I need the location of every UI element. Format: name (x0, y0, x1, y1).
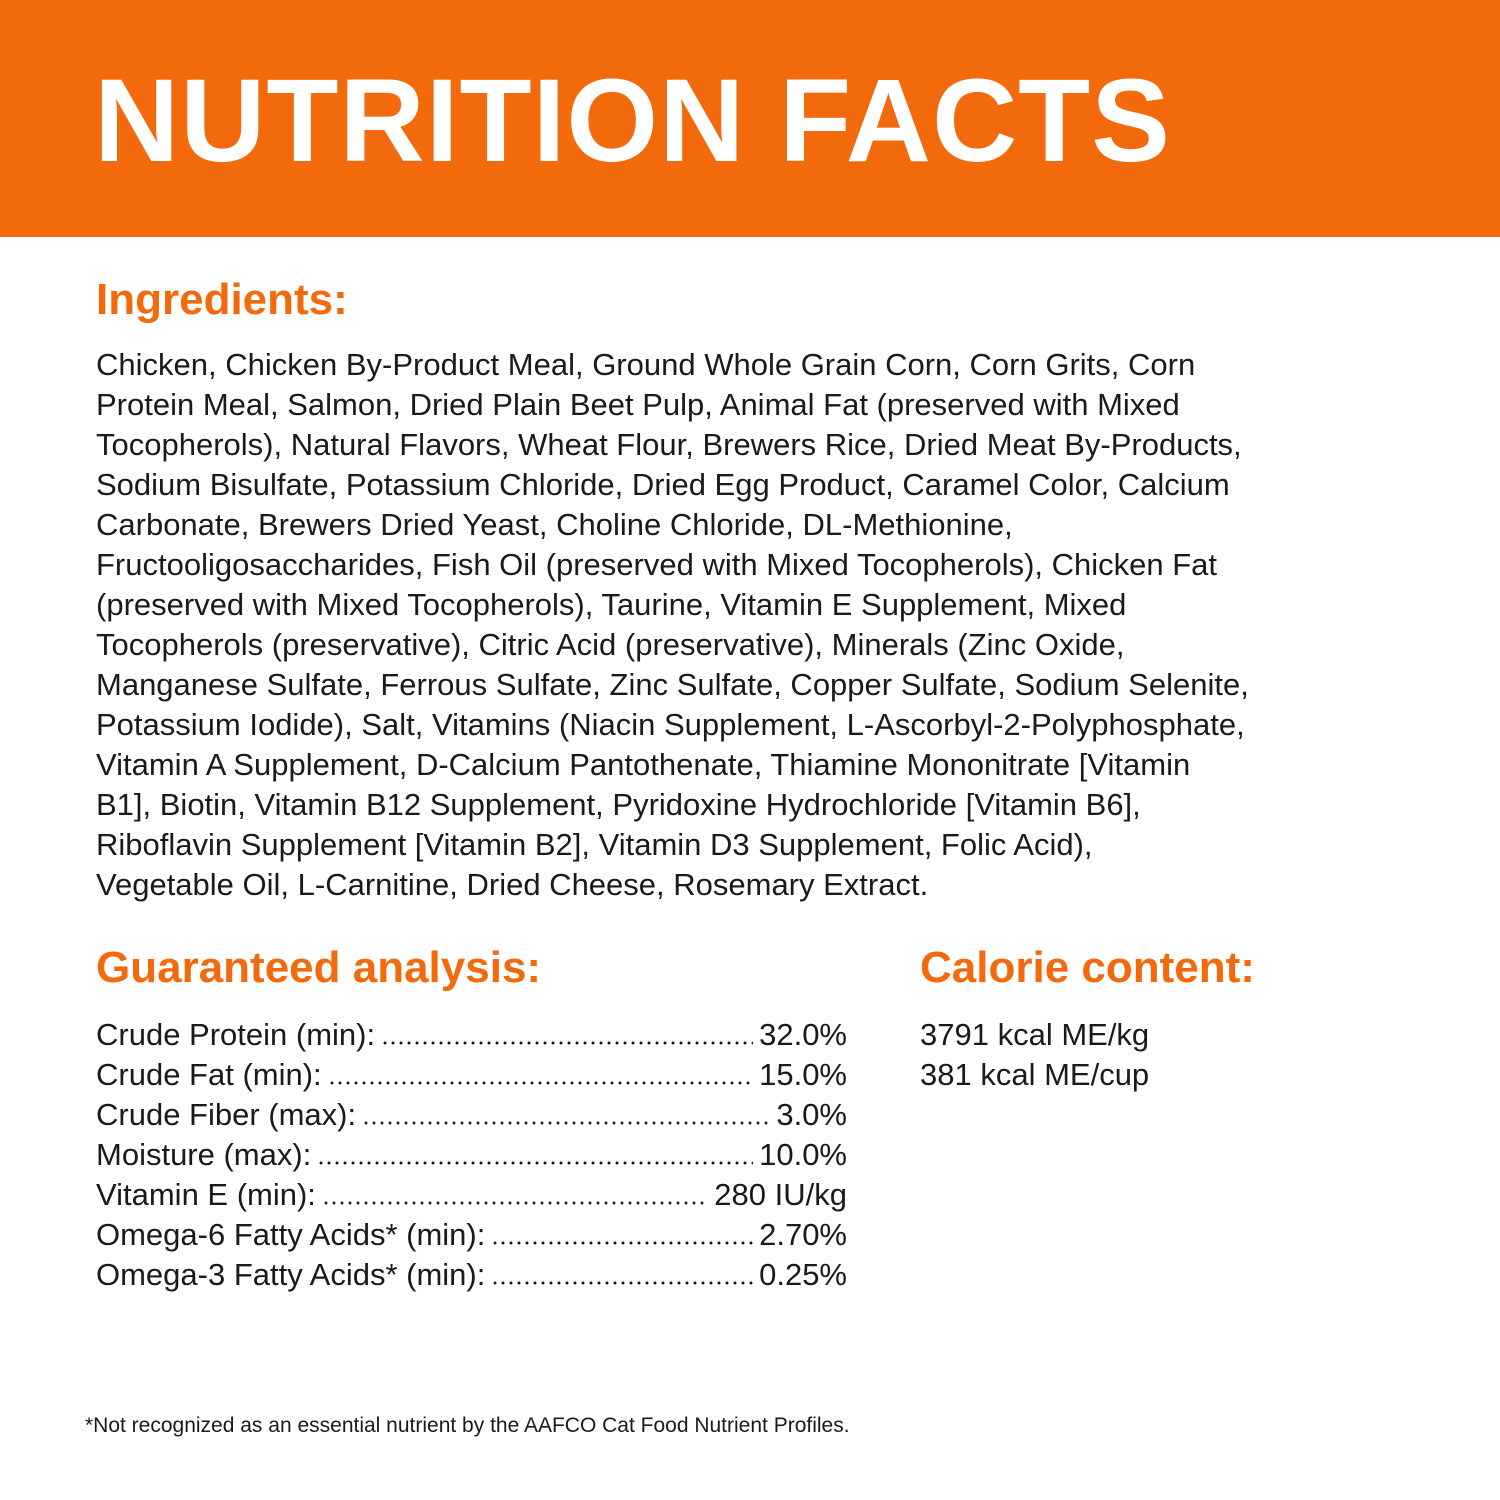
nutrient-value: 32.0% (759, 1017, 847, 1052)
analysis-row: Crude Fiber (max): 3.0% (96, 1095, 847, 1135)
nutrient-value: 2.70% (759, 1217, 847, 1252)
dot-leader (491, 1241, 754, 1245)
ingredients-line: Manganese Sulfate, Ferrous Sulfate, Zinc… (96, 667, 1249, 702)
analysis-row: Omega-3 Fatty Acids* (min): 0.25% (96, 1255, 847, 1295)
nutrient-label: Crude Fat (min): (96, 1057, 322, 1092)
nutrient-label: Vitamin E (min): (96, 1177, 316, 1212)
ingredients-line: B1], Biotin, Vitamin B12 Supplement, Pyr… (96, 787, 1141, 822)
ingredients-line: Chicken, Chicken By-Product Meal, Ground… (96, 347, 1196, 382)
analysis-table: Crude Protein (min): 32.0% Crude Fat (min)… (96, 1015, 847, 1295)
nutrient-label: Omega-3 Fatty Acids* (min): (96, 1257, 486, 1292)
analysis-heading: Guaranteed analysis: (96, 943, 542, 992)
nutrient-label: Crude Fiber (max): (96, 1097, 357, 1132)
ingredients-line: Tocopherols (preservative), Citric Acid … (96, 627, 1125, 662)
ingredients-line: Carbonate, Brewers Dried Yeast, Choline … (96, 507, 1013, 542)
dot-leader (491, 1281, 754, 1285)
nutrient-value: 280 IU/kg (714, 1177, 847, 1212)
nutrient-value: 3.0% (776, 1097, 847, 1132)
dot-leader (317, 1161, 754, 1165)
analysis-row: Crude Fat (min): 15.0% (96, 1055, 847, 1095)
ingredients-text: Chicken, Chicken By-Product Meal, Ground… (96, 345, 1249, 905)
nutrient-label: Omega-6 Fatty Acids* (min): (96, 1217, 486, 1252)
nutrient-value: 10.0% (759, 1137, 847, 1172)
nutrient-value: 0.25% (759, 1257, 847, 1292)
footnote: *Not recognized as an essential nutrient… (85, 1414, 850, 1437)
ingredients-line: Tocopherols), Natural Flavors, Wheat Flo… (96, 427, 1242, 462)
analysis-row: Omega-6 Fatty Acids* (min): 2.70% (96, 1215, 847, 1255)
dot-leader (362, 1121, 771, 1125)
ingredients-line: Fructooligosaccharides, Fish Oil (preser… (96, 547, 1218, 582)
dot-leader (327, 1081, 754, 1085)
analysis-row: Moisture (max): 10.0% (96, 1135, 847, 1175)
title: NUTRITION FACTS (94, 55, 1171, 187)
ingredients-line: Vegetable Oil, L-Carnitine, Dried Cheese… (96, 867, 929, 902)
ingredients-line: (preserved with Mixed Tocopherols), Taur… (96, 587, 1127, 622)
nutrient-value: 15.0% (759, 1057, 847, 1092)
ingredients-line: Potassium Iodide), Salt, Vitamins (Niaci… (96, 707, 1245, 742)
header-bar: NUTRITION FACTS (0, 0, 1500, 237)
dot-leader (321, 1201, 709, 1205)
calorie-line: 381 kcal ME/cup (920, 1057, 1150, 1092)
analysis-row: Vitamin E (min): 280 IU/kg (96, 1175, 847, 1215)
dot-leader (381, 1041, 754, 1045)
ingredients-line: Protein Meal, Salmon, Dried Plain Beet P… (96, 387, 1180, 422)
analysis-row: Crude Protein (min): 32.0% (96, 1015, 847, 1055)
ingredients-line: Vitamin A Supplement, D-Calcium Pantothe… (96, 747, 1191, 782)
nutrient-label: Crude Protein (min): (96, 1017, 376, 1052)
ingredients-line: Riboflavin Supplement [Vitamin B2], Vita… (96, 827, 1093, 862)
ingredients-line: Sodium Bisulfate, Potassium Chloride, Dr… (96, 467, 1230, 502)
calorie-line: 3791 kcal ME/kg (920, 1017, 1150, 1052)
ingredients-heading: Ingredients: (96, 275, 348, 324)
calories-text: 3791 kcal ME/kg 381 kcal ME/cup (920, 1015, 1149, 1095)
nutrient-label: Moisture (max): (96, 1137, 312, 1172)
calories-heading: Calorie content: (920, 943, 1255, 992)
